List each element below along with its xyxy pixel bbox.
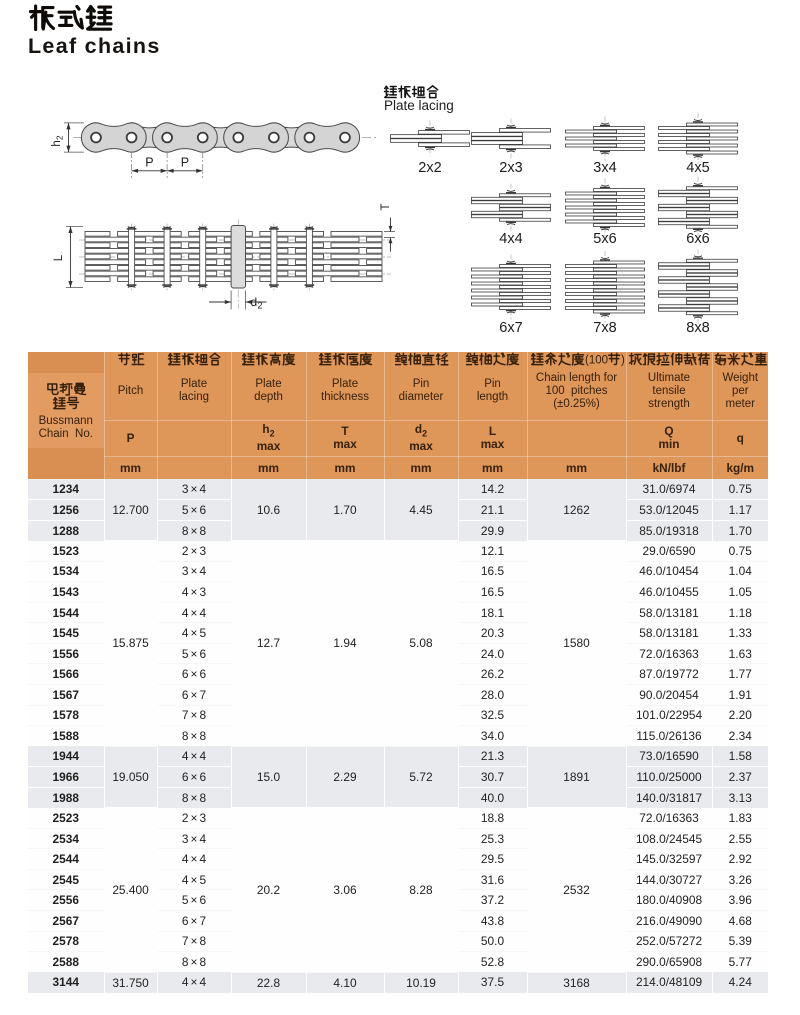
svg-text:8x8: 8x8 bbox=[686, 320, 709, 336]
svg-text:2x3: 2x3 bbox=[499, 160, 522, 176]
svg-text:4x4: 4x4 bbox=[499, 231, 522, 247]
svg-text:4x5: 4x5 bbox=[686, 160, 709, 176]
svg-text:T: T bbox=[380, 203, 392, 210]
svg-text:3x4: 3x4 bbox=[593, 160, 616, 176]
svg-text:7x8: 7x8 bbox=[593, 320, 616, 336]
svg-text:2: 2 bbox=[258, 301, 263, 311]
svg-text:2x2: 2x2 bbox=[418, 160, 441, 176]
svg-text:d: d bbox=[251, 295, 258, 309]
svg-text:6x7: 6x7 bbox=[499, 320, 522, 336]
svg-text:6x6: 6x6 bbox=[686, 231, 709, 247]
svg-text:5x6: 5x6 bbox=[593, 231, 616, 247]
svg-text:): ) bbox=[621, 355, 625, 367]
svg-text:(100: (100 bbox=[585, 355, 608, 367]
svg-text:P: P bbox=[145, 156, 153, 170]
svg-text:h2: h2 bbox=[51, 135, 65, 146]
svg-text:P: P bbox=[181, 156, 189, 170]
svg-text:L: L bbox=[53, 254, 65, 261]
